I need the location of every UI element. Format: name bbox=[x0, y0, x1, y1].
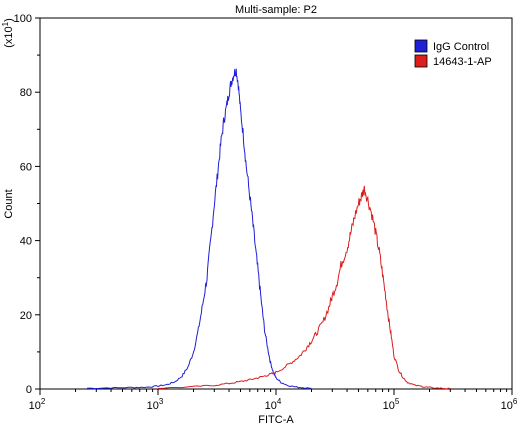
x-tick-exponent: 4 bbox=[277, 397, 282, 406]
x-axis-title: FITC-A bbox=[258, 414, 294, 426]
y-tick-label: 20 bbox=[20, 310, 32, 322]
plot-area bbox=[39, 17, 513, 390]
y-tick-label: 80 bbox=[20, 87, 32, 99]
legend: IgG Control 14643-1-AP bbox=[414, 39, 492, 68]
x-tick-exponent: 5 bbox=[395, 397, 400, 406]
x-tick-base: 10 bbox=[147, 400, 159, 412]
series-line-1 bbox=[86, 68, 312, 390]
series-layer bbox=[86, 68, 451, 390]
legend-label: IgG Control bbox=[433, 41, 489, 53]
series-line-2 bbox=[157, 185, 451, 390]
x-tick-base: 10 bbox=[501, 400, 513, 412]
y-axis: 0 20 40 60 80 100 bbox=[14, 13, 40, 396]
legend-label: 14643-1-AP bbox=[433, 56, 492, 68]
x-tick-exponent: 2 bbox=[41, 397, 46, 406]
y-multiplier-close: ) bbox=[3, 18, 15, 22]
x-tick-label: 105 bbox=[383, 397, 400, 412]
x-tick-exponent: 3 bbox=[159, 397, 164, 406]
chart-title: Multi-sample: P2 bbox=[235, 4, 317, 16]
x-tick-base: 10 bbox=[29, 400, 41, 412]
x-axis: 102 103 104 105 106 bbox=[29, 389, 518, 412]
y-tick-label: 60 bbox=[20, 161, 32, 173]
x-tick-base: 10 bbox=[383, 400, 395, 412]
y-multiplier-exponent: 1 bbox=[1, 21, 10, 26]
x-tick-label: 102 bbox=[29, 397, 46, 412]
y-axis-multiplier: (x101) bbox=[1, 18, 15, 48]
x-tick-label: 104 bbox=[265, 397, 282, 412]
x-tick-label: 106 bbox=[501, 397, 518, 412]
x-tick-exponent: 6 bbox=[513, 397, 518, 406]
y-tick-label: 100 bbox=[14, 13, 32, 25]
legend-swatch bbox=[414, 54, 428, 68]
y-multiplier-label: (x10 bbox=[3, 26, 15, 47]
y-tick-label: 0 bbox=[26, 384, 32, 396]
y-axis-title: Count bbox=[3, 189, 15, 218]
x-tick-base: 10 bbox=[265, 400, 277, 412]
legend-swatch bbox=[414, 39, 428, 53]
y-tick-label: 40 bbox=[20, 236, 32, 248]
x-tick-label: 103 bbox=[147, 397, 164, 412]
